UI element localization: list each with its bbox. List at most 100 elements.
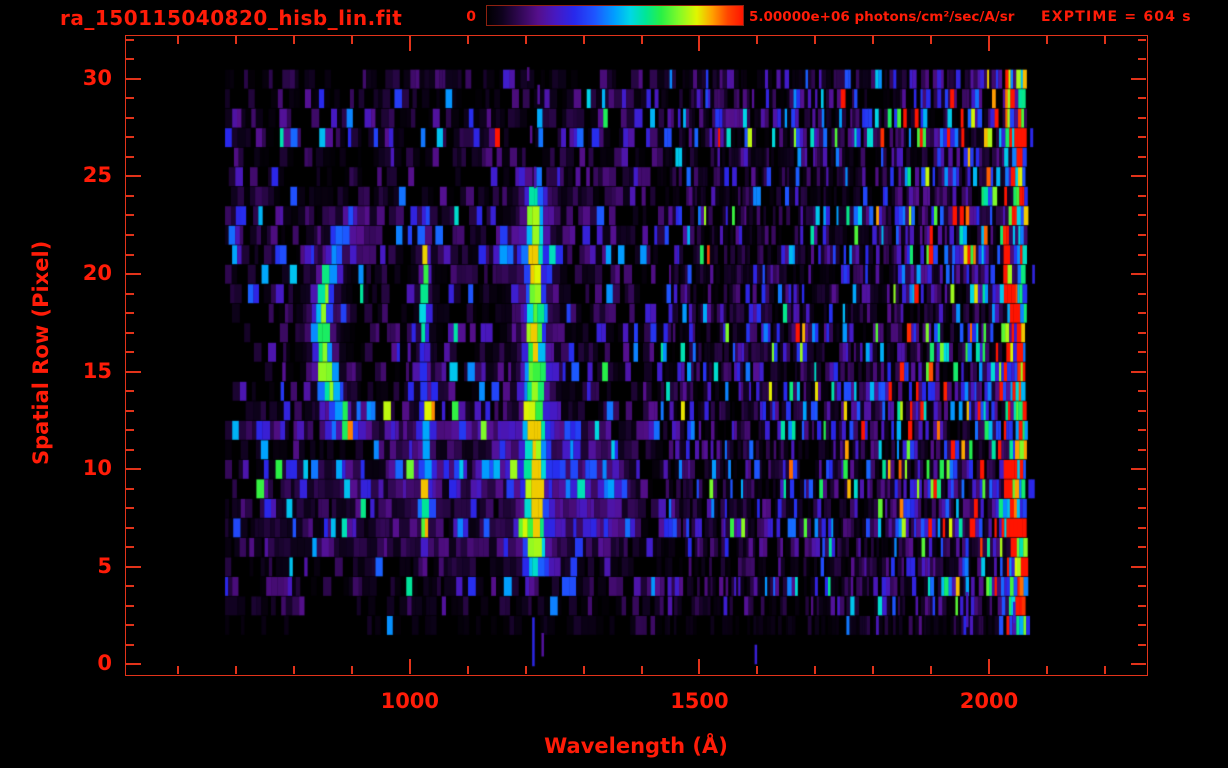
x-axis-minor-tick	[177, 666, 180, 674]
y-axis-minor-tick	[126, 487, 134, 490]
y-axis-minor-tick	[1138, 253, 1146, 256]
y-axis-minor-tick	[1138, 604, 1146, 607]
x-axis-major-tick	[988, 659, 991, 674]
y-axis-minor-tick	[126, 409, 134, 412]
y-axis-minor-tick	[126, 292, 134, 295]
y-axis-minor-tick	[126, 234, 134, 236]
y-axis-minor-tick	[1138, 234, 1146, 236]
x-axis-minor-tick	[756, 36, 759, 44]
y-axis-minor-tick	[1138, 136, 1146, 139]
x-axis-minor-tick	[524, 666, 527, 674]
y-axis-major-tick	[1131, 565, 1146, 568]
y-axis-minor-tick	[1138, 487, 1146, 490]
y-axis-minor-tick	[126, 643, 134, 646]
y-axis-major-tick	[126, 468, 141, 471]
y-axis-minor-tick	[126, 546, 134, 549]
x-axis-minor-tick	[466, 36, 469, 44]
x-axis-minor-tick	[350, 36, 353, 44]
x-axis-minor-tick	[350, 666, 353, 674]
x-axis-major-tick	[988, 36, 991, 51]
y-axis-minor-tick	[126, 97, 134, 100]
x-axis-minor-tick	[1045, 36, 1048, 44]
x-axis-minor-tick	[640, 666, 643, 674]
y-tick-label: 0	[97, 651, 112, 676]
x-axis-minor-tick	[235, 36, 238, 44]
y-axis-minor-tick	[126, 312, 134, 315]
x-tick-label: 1000	[380, 689, 440, 713]
y-tick-label: 5	[97, 553, 112, 578]
y-axis-minor-tick	[1138, 155, 1146, 158]
y-axis-minor-tick	[126, 116, 134, 119]
y-axis-minor-tick	[126, 448, 134, 451]
x-axis-minor-tick	[814, 666, 817, 674]
y-axis-major-tick	[1131, 663, 1146, 666]
y-axis-minor-tick	[1138, 331, 1146, 334]
x-axis-major-tick	[698, 659, 701, 674]
y-axis-minor-tick	[1138, 526, 1146, 529]
colorbar-max-label: 5.00000e+06 photons/cm²/sec/A/sr	[749, 9, 1015, 25]
y-axis-major-tick	[1131, 468, 1146, 471]
y-tick-label: 30	[82, 65, 112, 90]
y-axis-major-tick	[126, 663, 141, 666]
x-axis-minor-tick	[872, 666, 875, 674]
y-axis-minor-tick	[1138, 58, 1146, 61]
y-axis-major-tick	[126, 175, 141, 178]
y-axis-minor-tick	[1138, 409, 1146, 412]
spectrogram-heatmap	[126, 36, 1146, 674]
y-axis-minor-tick	[1138, 429, 1146, 432]
y-axis-minor-tick	[126, 351, 134, 354]
y-axis-minor-tick	[126, 585, 134, 588]
y-axis-minor-tick	[126, 214, 134, 217]
x-axis-minor-tick	[1045, 666, 1048, 674]
x-axis-minor-tick	[582, 666, 585, 674]
x-axis-minor-tick	[930, 666, 933, 674]
y-tick-label: 10	[82, 456, 112, 481]
y-axis-minor-tick	[1138, 194, 1146, 197]
x-axis-minor-tick	[640, 36, 643, 44]
x-axis-minor-tick	[1103, 36, 1106, 44]
colorbar-min-label: 0	[466, 9, 476, 25]
x-axis-minor-tick	[930, 36, 933, 44]
x-tick-label: 2000	[959, 689, 1019, 713]
y-axis-major-tick	[126, 565, 141, 568]
x-axis-major-tick	[698, 36, 701, 51]
y-axis-major-tick	[1131, 273, 1146, 276]
y-axis-minor-tick	[126, 253, 134, 256]
y-axis-minor-tick	[126, 604, 134, 607]
plot-frame	[125, 35, 1148, 676]
file-title: ra_150115040820_hisb_lin.fit	[60, 6, 403, 30]
x-axis-minor-tick	[466, 666, 469, 674]
y-axis-major-tick	[1131, 77, 1146, 80]
y-axis-minor-tick	[1138, 38, 1146, 41]
y-axis-major-tick	[126, 77, 141, 80]
y-axis-minor-tick	[1138, 643, 1146, 646]
x-axis-minor-tick	[872, 36, 875, 44]
x-axis-minor-tick	[292, 36, 295, 44]
y-axis-minor-tick	[126, 507, 134, 510]
y-axis-title: Spatial Row (Pixel)	[29, 240, 53, 465]
y-axis-minor-tick	[126, 38, 134, 41]
y-axis-minor-tick	[1138, 448, 1146, 451]
y-axis-minor-tick	[1138, 585, 1146, 588]
y-axis-major-tick	[1131, 370, 1146, 373]
y-axis-minor-tick	[126, 390, 134, 393]
y-axis-minor-tick	[1138, 97, 1146, 100]
y-axis-minor-tick	[126, 194, 134, 197]
x-axis-minor-tick	[177, 36, 180, 44]
x-axis-minor-tick	[235, 666, 238, 674]
y-tick-label: 25	[82, 163, 112, 188]
y-axis-major-tick	[1131, 175, 1146, 178]
x-axis-title: Wavelength (Å)	[544, 734, 728, 758]
y-axis-minor-tick	[126, 526, 134, 529]
x-axis-minor-tick	[756, 666, 759, 674]
y-axis-minor-tick	[126, 331, 134, 334]
x-tick-label: 1500	[670, 689, 729, 713]
y-axis-major-tick	[126, 370, 141, 373]
y-axis-minor-tick	[126, 58, 134, 61]
y-axis-minor-tick	[126, 624, 134, 627]
x-axis-minor-tick	[524, 36, 527, 44]
y-axis-minor-tick	[1138, 116, 1146, 119]
y-axis-minor-tick	[126, 429, 134, 432]
x-axis-minor-tick	[582, 36, 585, 44]
